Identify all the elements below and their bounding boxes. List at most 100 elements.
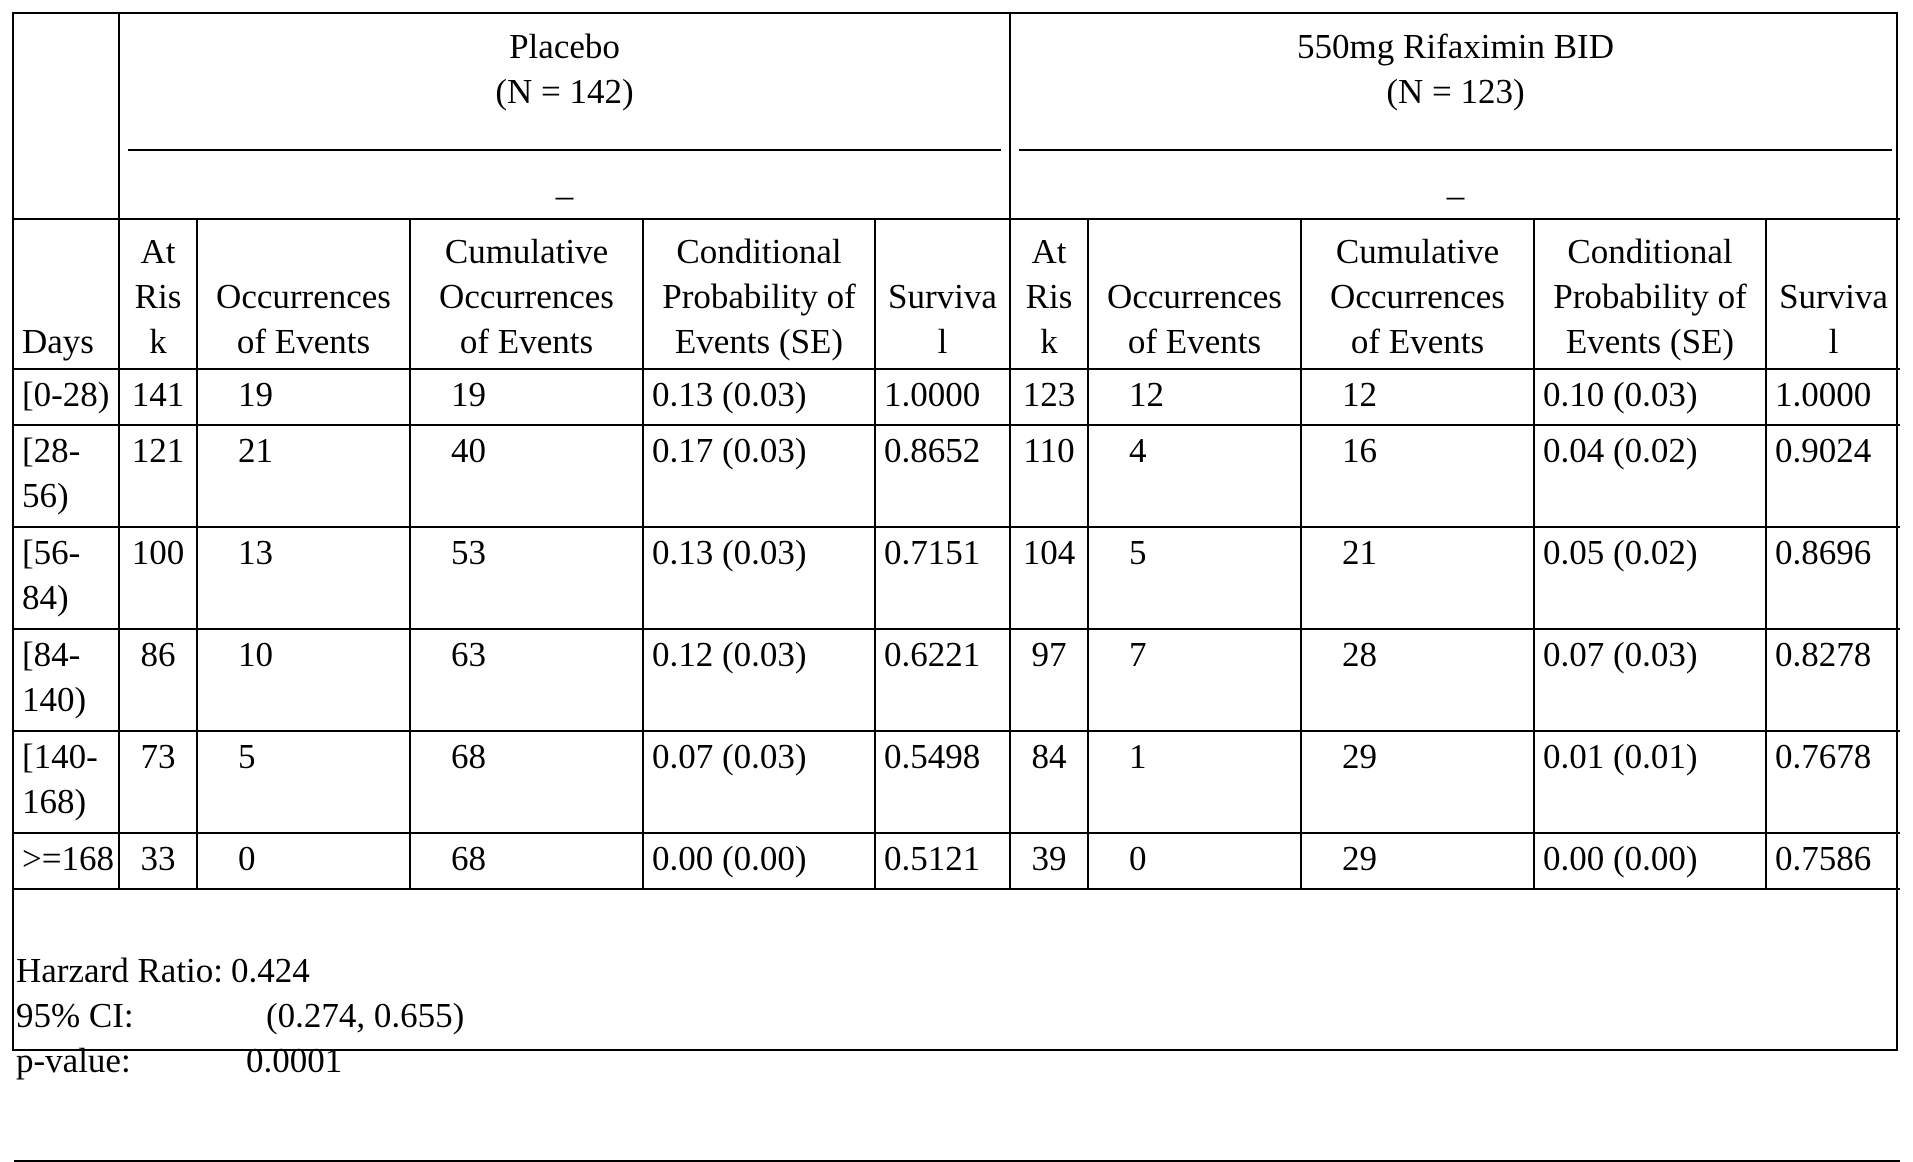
cumulative-cell: 29 bbox=[1301, 731, 1534, 833]
header-line: At bbox=[1019, 229, 1079, 274]
table-row: [0-28)14119190.13 (0.03)1.000012312120.1… bbox=[14, 369, 1900, 425]
header-line: k bbox=[1019, 319, 1079, 364]
days-line: [28- bbox=[22, 428, 110, 473]
column-header-occurrences: Occurrencesof Events bbox=[1088, 219, 1301, 369]
survival-table: Placebo (N = 142) _ 550mg Rifaximin BID … bbox=[14, 14, 1900, 1162]
column-header-cumulative: CumulativeOccurrencesof Events bbox=[410, 219, 643, 369]
survival-cell: 0.7586 bbox=[1766, 833, 1900, 889]
conditional-probability-cell: 0.13 (0.03) bbox=[643, 527, 875, 629]
at-risk-cell: 97 bbox=[1010, 629, 1088, 731]
empty-corner-cell bbox=[14, 14, 119, 219]
survival-cell: 0.8696 bbox=[1766, 527, 1900, 629]
at-risk-cell: 39 bbox=[1010, 833, 1088, 889]
header-line: l bbox=[1775, 319, 1892, 364]
footer-row: Harzard Ratio:0.42495% CI:(0.274, 0.655)… bbox=[14, 889, 1900, 1161]
table-row: >=168330680.00 (0.00)0.5121390290.00 (0.… bbox=[14, 833, 1900, 889]
at-risk-cell: 33 bbox=[119, 833, 197, 889]
occurrences-cell: 0 bbox=[197, 833, 410, 889]
header-line: Events (SE) bbox=[1543, 319, 1757, 364]
cumulative-cell: 53 bbox=[410, 527, 643, 629]
column-header-at-risk: AtRisk bbox=[1010, 219, 1088, 369]
header-line: Surviva bbox=[884, 274, 1001, 319]
column-header-survival: Survival bbox=[1766, 219, 1900, 369]
header-line: k bbox=[128, 319, 188, 364]
occurrences-cell: 1 bbox=[1088, 731, 1301, 833]
cumulative-cell: 16 bbox=[1301, 425, 1534, 527]
survival-cell: 0.7678 bbox=[1766, 731, 1900, 833]
conditional-probability-cell: 0.00 (0.00) bbox=[643, 833, 875, 889]
conditional-probability-cell: 0.05 (0.02) bbox=[1534, 527, 1766, 629]
days-line: [140- bbox=[22, 734, 110, 779]
group-n: (N = 123) bbox=[1019, 69, 1892, 114]
group-header-row: Placebo (N = 142) _ 550mg Rifaximin BID … bbox=[14, 14, 1900, 219]
statistics-list: Harzard Ratio:0.42495% CI:(0.274, 0.655)… bbox=[16, 948, 1898, 1083]
cumulative-cell: 19 bbox=[410, 369, 643, 425]
occurrences-cell: 10 bbox=[197, 629, 410, 731]
days-line: 56) bbox=[22, 473, 110, 518]
days-cell: [84-140) bbox=[14, 629, 119, 731]
column-header-occurrences: Occurrencesof Events bbox=[197, 219, 410, 369]
survival-cell: 0.6221 bbox=[875, 629, 1010, 731]
group-name: Placebo bbox=[128, 24, 1001, 69]
at-risk-cell: 86 bbox=[119, 629, 197, 731]
header-line: of Events bbox=[419, 319, 634, 364]
column-header-conditional-probability: ConditionalProbability ofEvents (SE) bbox=[643, 219, 875, 369]
days-line: 140) bbox=[22, 677, 110, 722]
days-cell: [56-84) bbox=[14, 527, 119, 629]
occurrences-cell: 7 bbox=[1088, 629, 1301, 731]
table-row: [140-168)735680.07 (0.03)0.5498841290.01… bbox=[14, 731, 1900, 833]
cumulative-cell: 21 bbox=[1301, 527, 1534, 629]
header-line: Occurrences bbox=[1310, 274, 1525, 319]
conditional-probability-cell: 0.07 (0.03) bbox=[1534, 629, 1766, 731]
conditional-probability-cell: 0.07 (0.03) bbox=[643, 731, 875, 833]
occurrences-cell: 5 bbox=[197, 731, 410, 833]
survival-table-container: Placebo (N = 142) _ 550mg Rifaximin BID … bbox=[12, 12, 1898, 1051]
header-line: Cumulative bbox=[1310, 229, 1525, 274]
survival-cell: 0.5121 bbox=[875, 833, 1010, 889]
header-line: Conditional bbox=[652, 229, 866, 274]
header-line: Cumulative bbox=[419, 229, 634, 274]
cumulative-cell: 12 bbox=[1301, 369, 1534, 425]
group-name: 550mg Rifaximin BID bbox=[1019, 24, 1892, 69]
header-line: of Events bbox=[206, 319, 401, 364]
occurrences-cell: 19 bbox=[197, 369, 410, 425]
days-cell: [140-168) bbox=[14, 731, 119, 833]
statistic-label: 95% CI: bbox=[16, 993, 266, 1038]
header-line: Conditional bbox=[1543, 229, 1757, 274]
at-risk-cell: 104 bbox=[1010, 527, 1088, 629]
occurrences-cell: 21 bbox=[197, 425, 410, 527]
header-line: Ris bbox=[128, 274, 188, 319]
table-row: [84-140)8610630.12 (0.03)0.6221977280.07… bbox=[14, 629, 1900, 731]
days-cell: [28-56) bbox=[14, 425, 119, 527]
at-risk-cell: 121 bbox=[119, 425, 197, 527]
survival-cell: 0.8652 bbox=[875, 425, 1010, 527]
header-line: Occurrences bbox=[206, 274, 401, 319]
occurrences-cell: 12 bbox=[1088, 369, 1301, 425]
column-header-at-risk: AtRisk bbox=[119, 219, 197, 369]
conditional-probability-cell: 0.13 (0.03) bbox=[643, 369, 875, 425]
occurrences-cell: 4 bbox=[1088, 425, 1301, 527]
header-line: Events (SE) bbox=[652, 319, 866, 364]
survival-cell: 0.5498 bbox=[875, 731, 1010, 833]
occurrences-cell: 5 bbox=[1088, 527, 1301, 629]
cumulative-cell: 68 bbox=[410, 833, 643, 889]
group-divider-line bbox=[128, 149, 1001, 151]
header-line: of Events bbox=[1310, 319, 1525, 364]
column-header-survival: Survival bbox=[875, 219, 1010, 369]
at-risk-cell: 110 bbox=[1010, 425, 1088, 527]
cumulative-cell: 29 bbox=[1301, 833, 1534, 889]
header-line: Occurrences bbox=[419, 274, 634, 319]
statistic-value: 0.424 bbox=[231, 948, 310, 993]
rifaximin-group-header: 550mg Rifaximin BID (N = 123) _ bbox=[1010, 14, 1900, 219]
days-line: [0-28) bbox=[22, 372, 110, 417]
header-line: Probability of bbox=[652, 274, 866, 319]
column-header-conditional-probability: ConditionalProbability ofEvents (SE) bbox=[1534, 219, 1766, 369]
header-line: Probability of bbox=[1543, 274, 1757, 319]
group-underline-mark: _ bbox=[1011, 174, 1900, 194]
cumulative-cell: 28 bbox=[1301, 629, 1534, 731]
cumulative-cell: 68 bbox=[410, 731, 643, 833]
at-risk-cell: 84 bbox=[1010, 731, 1088, 833]
header-line: Ris bbox=[1019, 274, 1079, 319]
header-line: Occurrences bbox=[1097, 274, 1292, 319]
conditional-probability-cell: 0.04 (0.02) bbox=[1534, 425, 1766, 527]
